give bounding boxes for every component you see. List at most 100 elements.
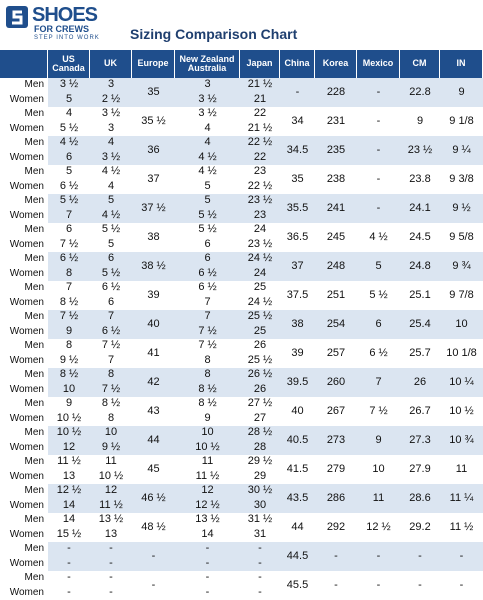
cell: - <box>400 571 440 600</box>
cell: 11 ¼ <box>440 484 483 513</box>
row-label: Men <box>24 311 44 322</box>
cell: 11 <box>175 455 240 470</box>
cell: 38 <box>280 310 315 339</box>
cell: 6 <box>90 252 132 267</box>
cell: - <box>48 585 90 600</box>
cell: 6 <box>175 252 240 267</box>
cell: - <box>48 556 90 571</box>
cell: - <box>315 571 357 600</box>
cell: 7 <box>175 310 240 325</box>
cell: - <box>357 571 400 600</box>
cell: 10 <box>90 426 132 441</box>
cell: 38 ½ <box>132 252 175 281</box>
cell: 5 ½ <box>175 208 240 223</box>
cell: 3 ½ <box>90 150 132 165</box>
logo-icon <box>6 6 28 28</box>
row-label: Men <box>24 195 44 206</box>
cell: 12 <box>48 440 90 455</box>
cell: 48 ½ <box>132 513 175 542</box>
cell: 254 <box>315 310 357 339</box>
row-label: Men <box>24 108 44 119</box>
cell: 21 ½ <box>240 78 280 93</box>
cell: 286 <box>315 484 357 513</box>
cell: 4 <box>90 179 132 194</box>
row-label: Women <box>9 383 44 395</box>
cell: 8 ½ <box>48 295 90 310</box>
cell: 35.5 <box>280 194 315 223</box>
cell: 25.7 <box>400 339 440 368</box>
cell: - <box>357 165 400 194</box>
cell: 10 <box>357 455 400 484</box>
cell: 3 <box>90 121 132 136</box>
cell: - <box>240 556 280 571</box>
cell: 4 ½ <box>175 150 240 165</box>
cell: 7 ½ <box>48 310 90 325</box>
column-header: China <box>280 50 315 78</box>
row-label: Men <box>24 485 44 496</box>
cell: 6 ½ <box>175 281 240 296</box>
cell: 11 ½ <box>440 513 483 542</box>
cell: 235 <box>315 136 357 165</box>
row-label: Women <box>9 441 44 453</box>
cell: 8 <box>175 368 240 383</box>
cell: 43 <box>132 397 175 426</box>
cell: 21 <box>240 92 280 107</box>
cell: 38 <box>132 223 175 252</box>
column-header: US Canada <box>48 50 90 78</box>
cell: 3 <box>90 78 132 93</box>
cell: 7 <box>48 281 90 296</box>
row-label: Women <box>9 412 44 424</box>
row-label: Women <box>9 296 44 308</box>
cell: 25 ½ <box>240 310 280 325</box>
cell: 267 <box>315 397 357 426</box>
cell: 4 ½ <box>90 208 132 223</box>
cell: 25 ½ <box>240 353 280 368</box>
cell: 5 <box>48 165 90 180</box>
cell: 10 <box>48 382 90 397</box>
cell: - <box>357 107 400 136</box>
cell: - <box>175 542 240 557</box>
cell: 25.1 <box>400 281 440 310</box>
row-label: Women <box>9 528 44 540</box>
cell: 9 <box>48 397 90 412</box>
row-label: Men <box>24 137 44 148</box>
cell: 24.5 <box>400 223 440 252</box>
cell: 7 <box>90 353 132 368</box>
cell: 5 <box>90 237 132 252</box>
cell: 6 ½ <box>90 281 132 296</box>
cell: 24 ½ <box>240 252 280 267</box>
cell: 9 ¾ <box>440 252 483 281</box>
cell: 42 <box>132 368 175 397</box>
row-label: Men <box>24 166 44 177</box>
cell: 11 ½ <box>175 469 240 484</box>
cell: - <box>175 571 240 586</box>
cell: 10 ¼ <box>440 368 483 397</box>
cell: 45 <box>132 455 175 484</box>
row-label: Men <box>24 456 44 467</box>
logo: SHOES FOR CREWS STEP INTO WORK <box>6 4 126 44</box>
cell: 8 ½ <box>48 368 90 383</box>
cell: 12 <box>90 484 132 499</box>
cell: 24.1 <box>400 194 440 223</box>
cell: 9 ½ <box>90 440 132 455</box>
cell: 14 <box>48 498 90 513</box>
column-header: New Zealand Australia <box>175 50 240 78</box>
cell: 251 <box>315 281 357 310</box>
cell: 3 <box>175 78 240 93</box>
cell: 7 ½ <box>90 339 132 354</box>
row-label: Women <box>9 238 44 250</box>
row-label: Men <box>24 369 44 380</box>
cell: 40 <box>132 310 175 339</box>
cell: 4 ½ <box>175 165 240 180</box>
row-label: Women <box>9 209 44 221</box>
cell: 3 ½ <box>90 107 132 122</box>
cell: 5 ½ <box>48 121 90 136</box>
cell: 5 <box>175 194 240 209</box>
cell: 7 ½ <box>90 382 132 397</box>
cell: 5 ½ <box>357 281 400 310</box>
cell: 39 <box>132 281 175 310</box>
cell: 10 <box>440 310 483 339</box>
cell: 39.5 <box>280 368 315 397</box>
row-label: Men <box>24 543 44 554</box>
